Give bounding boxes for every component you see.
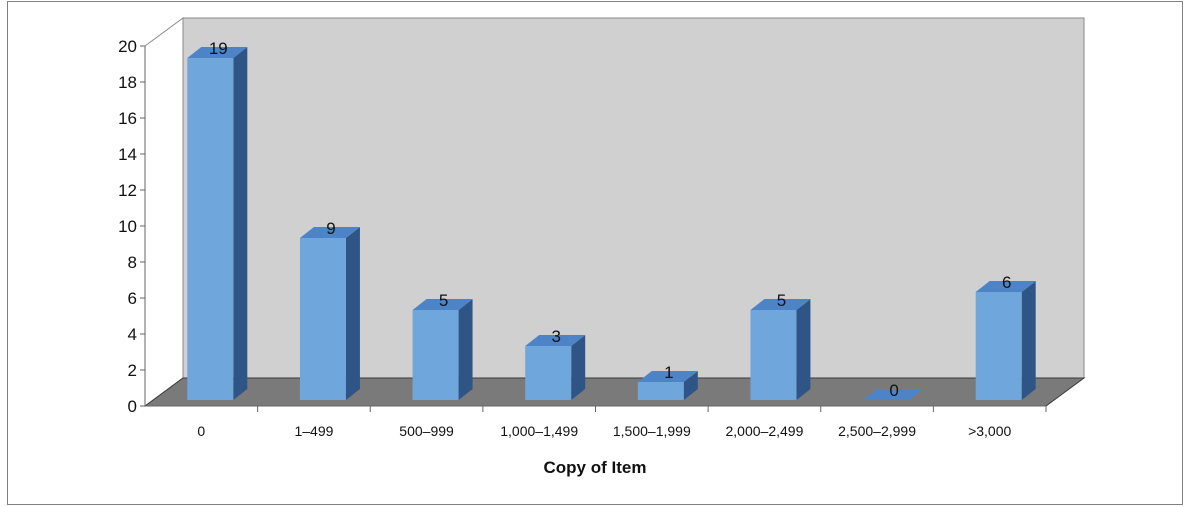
bar-top bbox=[750, 299, 811, 310]
bar bbox=[412, 299, 473, 400]
bar-value-label: 0 bbox=[889, 381, 898, 400]
y-tick-label: 0 bbox=[128, 397, 137, 416]
bar bbox=[299, 227, 360, 400]
bar-side bbox=[571, 335, 586, 400]
data-labels: 19 9 5 3 1 5 0 6 bbox=[209, 39, 1012, 400]
bar-side bbox=[233, 47, 248, 400]
x-tick-label: 1–499 bbox=[294, 423, 333, 439]
y-tick-label: 18 bbox=[118, 73, 137, 92]
x-tick-label: 1,500–1,999 bbox=[613, 423, 691, 439]
bar-top bbox=[863, 389, 924, 400]
bar-value-label: 1 bbox=[664, 363, 673, 382]
y-tick-label: 4 bbox=[128, 325, 137, 344]
bar bbox=[637, 371, 698, 400]
bar-side bbox=[458, 299, 473, 400]
bar-side bbox=[796, 299, 811, 400]
floor bbox=[143, 377, 1086, 407]
x-tick-label: >3,000 bbox=[968, 423, 1011, 439]
bar-front bbox=[412, 310, 459, 400]
x-axis: 0 1–499 500–999 1,000–1,499 1,500–1,999 2,000… bbox=[145, 405, 1047, 439]
bar-top bbox=[525, 335, 586, 346]
y-tick-label: 20 bbox=[118, 37, 137, 56]
x-tick-label: 2,500–2,999 bbox=[838, 423, 916, 439]
bar-top bbox=[637, 371, 698, 382]
bar-front bbox=[525, 346, 572, 400]
bar-value-label: 6 bbox=[1002, 273, 1011, 292]
y-tick-label: 14 bbox=[118, 145, 137, 164]
chart-walls bbox=[143, 17, 1086, 407]
y-tick-label: 10 bbox=[118, 217, 137, 236]
bar bbox=[863, 389, 924, 400]
x-tick-label: 0 bbox=[197, 423, 205, 439]
bar-top bbox=[975, 281, 1036, 292]
x-tick-label: 2,000–2,499 bbox=[726, 423, 804, 439]
bars bbox=[187, 47, 1036, 400]
bar-front bbox=[637, 382, 684, 400]
x-tick-label: 1,000–1,499 bbox=[500, 423, 578, 439]
bar-top bbox=[187, 47, 248, 58]
x-axis-title: Copy of Item bbox=[544, 458, 647, 477]
bar bbox=[525, 335, 586, 400]
bar-value-label: 5 bbox=[439, 291, 448, 310]
y-tick-label: 12 bbox=[118, 181, 137, 200]
bar-top bbox=[412, 299, 473, 310]
bar-value-label: 3 bbox=[551, 327, 560, 346]
bar-value-label: 9 bbox=[326, 219, 335, 238]
bar-value-label: 5 bbox=[777, 291, 786, 310]
x-tick-label: 500–999 bbox=[399, 423, 454, 439]
y-tick-label: 2 bbox=[128, 361, 137, 380]
bar-front bbox=[975, 292, 1022, 400]
bar-top bbox=[299, 227, 360, 238]
y-tick-label: 16 bbox=[118, 109, 137, 128]
bar-side bbox=[345, 227, 360, 400]
side-wall bbox=[144, 17, 184, 407]
y-tick-label: 6 bbox=[128, 289, 137, 308]
bar-front bbox=[750, 310, 797, 400]
bar-side bbox=[1021, 281, 1036, 400]
bar-side bbox=[683, 371, 698, 400]
bar-front bbox=[299, 238, 346, 400]
bar-value-label: 19 bbox=[209, 39, 228, 58]
bar bbox=[975, 281, 1036, 400]
y-axis: 0 2 4 6 8 10 12 14 16 18 20 bbox=[118, 37, 146, 416]
bar bbox=[750, 299, 811, 400]
y-tick-label: 8 bbox=[128, 253, 137, 272]
bar-front bbox=[187, 58, 234, 400]
bar bbox=[187, 47, 248, 400]
